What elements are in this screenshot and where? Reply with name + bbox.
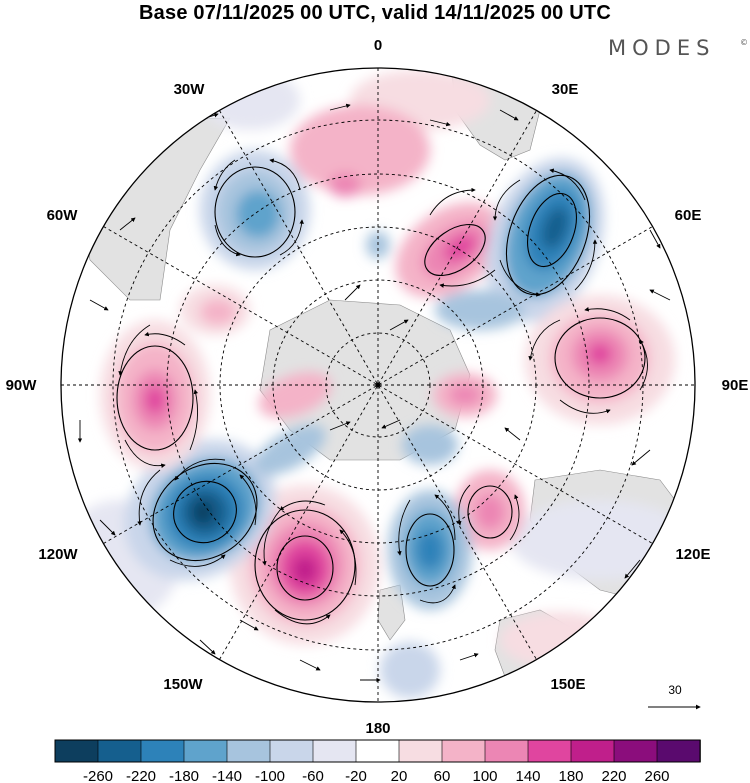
colorbar-swatch: [312, 739, 357, 763]
colorbar-swatch: [398, 739, 443, 763]
label-30e: 30E: [552, 81, 579, 98]
longitude-labels: 0 30E 60E 90E 120E 150E 180 150W 120W 90…: [6, 37, 749, 737]
colorbar-swatch: [97, 739, 142, 763]
label-150w: 150W: [163, 676, 203, 693]
colorbar-tick-label: -100: [255, 768, 285, 783]
colorbar: -260 -220 -180 -140 -100 -60 -20 20 60 100 140 180 2…: [54, 739, 701, 783]
colorbar-tick-label: 20: [391, 768, 408, 783]
colorbar-swatch: [484, 739, 529, 763]
colorbar-tick-label: 60: [434, 768, 451, 783]
colorbar-swatch: [656, 739, 701, 763]
contour-lines: [116, 166, 646, 621]
colorbar-tick-label: 100: [472, 768, 497, 783]
label-150e: 150E: [550, 676, 585, 693]
colorbar-frame: [54, 739, 701, 763]
colorbar-tick-label: 220: [601, 768, 626, 783]
colorbar-swatch: [183, 739, 228, 763]
map-title: Base 07/11/2025 00 UTC, valid 14/11/2025…: [139, 2, 611, 24]
label-120w: 120W: [38, 546, 78, 563]
colorbar-tick-label: -140: [212, 768, 242, 783]
brand-logo: MODES: [608, 36, 716, 60]
graticule: [61, 68, 695, 702]
pole-marker: [375, 382, 381, 388]
label-90w: 90W: [6, 377, 38, 394]
wind-vectors: [77, 103, 671, 683]
anomaly-fields: [61, 70, 690, 698]
label-60w: 60W: [47, 207, 79, 224]
colorbar-tick-label: 260: [644, 768, 669, 783]
colorbar-tick-label: 180: [558, 768, 583, 783]
colorbar-tick-label: -260: [83, 768, 113, 783]
colorbar-tick-label: 140: [515, 768, 540, 783]
colorbar-swatch: [613, 739, 658, 763]
label-120e: 120E: [675, 546, 710, 563]
colorbar-tick-label: -220: [126, 768, 156, 783]
vector-scale: 30: [648, 683, 701, 710]
colorbar-swatch: [570, 739, 615, 763]
colorbar-swatch: [355, 739, 400, 763]
label-60e: 60E: [675, 207, 702, 224]
colorbar-tick-label: -20: [345, 768, 367, 783]
brand-registered-mark: ©: [740, 38, 748, 47]
label-180: 180: [365, 720, 390, 737]
map-boundary: [60, 67, 696, 703]
colorbar-swatch: [269, 739, 314, 763]
colorbar-tick-label: -60: [302, 768, 324, 783]
label-0: 0: [374, 37, 382, 54]
vector-scale-label: 30: [668, 683, 682, 697]
colorbar-swatch: [527, 739, 572, 763]
colorbar-swatch: [54, 739, 99, 763]
colorbar-swatch: [226, 739, 271, 763]
colorbar-tick-label: -180: [169, 768, 199, 783]
label-90e: 90E: [722, 377, 749, 394]
colorbar-swatch: [140, 739, 185, 763]
label-30w: 30W: [174, 81, 206, 98]
colorbar-swatch: [441, 739, 486, 763]
